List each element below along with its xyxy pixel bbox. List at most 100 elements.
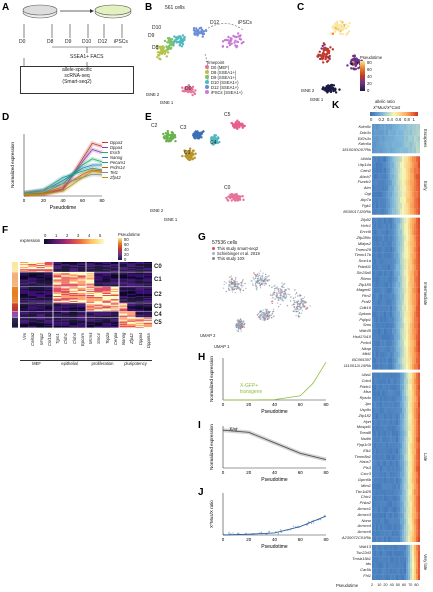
allelic-cell: [382, 235, 385, 242]
heatmap-cell: [102, 280, 111, 282]
allelic-cell: [404, 322, 407, 329]
allelic-cell: [410, 518, 413, 525]
allelic-cell: [388, 185, 391, 192]
umap-point: [275, 287, 277, 289]
allelic-cell: [392, 454, 395, 461]
heatmap-cell: [110, 266, 120, 268]
umap-point: [286, 304, 289, 307]
allelic-cell: [372, 454, 375, 461]
heatmap-cell: [69, 267, 78, 269]
heatmap-cell: [86, 282, 95, 284]
allelic-cell: [384, 235, 387, 242]
gene-label: Vim: [22, 333, 28, 341]
allelic-cell: [372, 448, 375, 455]
heatmap-cell: [110, 270, 120, 272]
heatmap-cell: [61, 272, 70, 274]
allelic-cell: [400, 241, 403, 247]
allelic-cell: [398, 162, 401, 168]
tsne-c-point: [316, 55, 320, 58]
umap-point: [253, 272, 255, 274]
umap-point: [265, 313, 267, 316]
allelic-cell: [392, 372, 395, 379]
allelic-cell: [408, 524, 411, 531]
allelic-cell: [416, 141, 419, 148]
heatmap-cell: [69, 265, 78, 267]
allelic-cell: [374, 246, 377, 253]
allelic-cell: [382, 562, 385, 569]
tsne-b-point: [228, 43, 232, 47]
heatmap-cell: [102, 317, 111, 319]
tsne-b-point: [170, 46, 173, 50]
allelic-cell: [404, 185, 407, 192]
allelic-cell: [400, 357, 403, 364]
allelic-cell: [386, 477, 389, 484]
allelic-cell: [410, 466, 413, 472]
heatmap-cell: [20, 312, 29, 314]
allelic-cell: [390, 407, 393, 414]
tsne-e-point: [229, 195, 232, 198]
tsne-e-point: [232, 196, 235, 199]
heatmap-cell: [61, 305, 70, 307]
allelic-cell: [386, 340, 389, 347]
allelic-cell: [402, 562, 405, 569]
allelic-cell: [418, 436, 420, 443]
allelic-cell: [374, 363, 377, 370]
allelic-cell: [386, 436, 389, 443]
k-gene-label: Gpm6b: [357, 476, 371, 482]
heatmap-cell: [44, 290, 54, 293]
heatmap-cell: [28, 291, 37, 294]
tsne-e-point: [230, 199, 233, 202]
tsne-e-point: [236, 119, 239, 122]
heatmap-cell: [53, 277, 62, 279]
allelic-cell: [372, 419, 375, 426]
allelic-cell: [378, 489, 381, 496]
heatmap-cell: [61, 318, 70, 320]
allelic-cell: [398, 293, 401, 300]
allelic-cell: [386, 276, 389, 282]
allelic-cell: [394, 167, 397, 174]
allelic-cell: [382, 316, 385, 323]
heatmap-cell: [61, 320, 70, 322]
tsne-c-point: [320, 54, 324, 58]
allelic-cell: [390, 229, 393, 236]
allelic-cell: [382, 466, 385, 472]
allelic-cell: [396, 544, 399, 551]
allelic-cell: [404, 524, 407, 531]
annot-d0: D0: [185, 86, 192, 92]
tsne-c-point: [341, 32, 344, 36]
heatmap-cell: [20, 279, 29, 281]
heatmap-cell: [61, 292, 70, 295]
umap-point: [293, 301, 296, 303]
allelic-cell: [390, 334, 393, 341]
allelic-cell: [376, 401, 379, 408]
tsne-e-point: [218, 140, 221, 144]
umap-point: [243, 323, 245, 326]
umap-point: [234, 278, 237, 280]
heatmap-cell: [53, 280, 62, 282]
heatmap-cell: [86, 295, 95, 297]
allelic-cell: [404, 281, 407, 288]
allelic-cell: [392, 363, 395, 370]
gene-group-label: proliferation: [86, 360, 119, 366]
allelic-cell: [404, 129, 407, 136]
xgfp-annotation: X-GFP+ transgene: [240, 383, 263, 395]
umap-point: [227, 288, 230, 290]
umap-point: [239, 288, 242, 290]
heatmap-cell: [69, 301, 78, 303]
allelic-cell: [412, 413, 415, 420]
heatmap-cell: [143, 316, 152, 318]
allelic-cell: [418, 395, 420, 402]
heatmap-cell: [135, 315, 144, 317]
allelic-cell: [402, 235, 405, 242]
tsne-e-point: [241, 122, 244, 126]
heatmap-cell: [102, 314, 111, 316]
allelic-cell: [400, 293, 403, 300]
allelic-cell: [400, 395, 403, 402]
allelic-cell: [412, 334, 415, 341]
heatmap-cell: [44, 312, 54, 314]
heatmap-cell: [127, 264, 136, 266]
allelic-cell: [396, 241, 399, 247]
pseudotime-strip: [12, 324, 18, 327]
heatmap-cell: [135, 277, 144, 279]
allelic-cell: [392, 574, 395, 580]
